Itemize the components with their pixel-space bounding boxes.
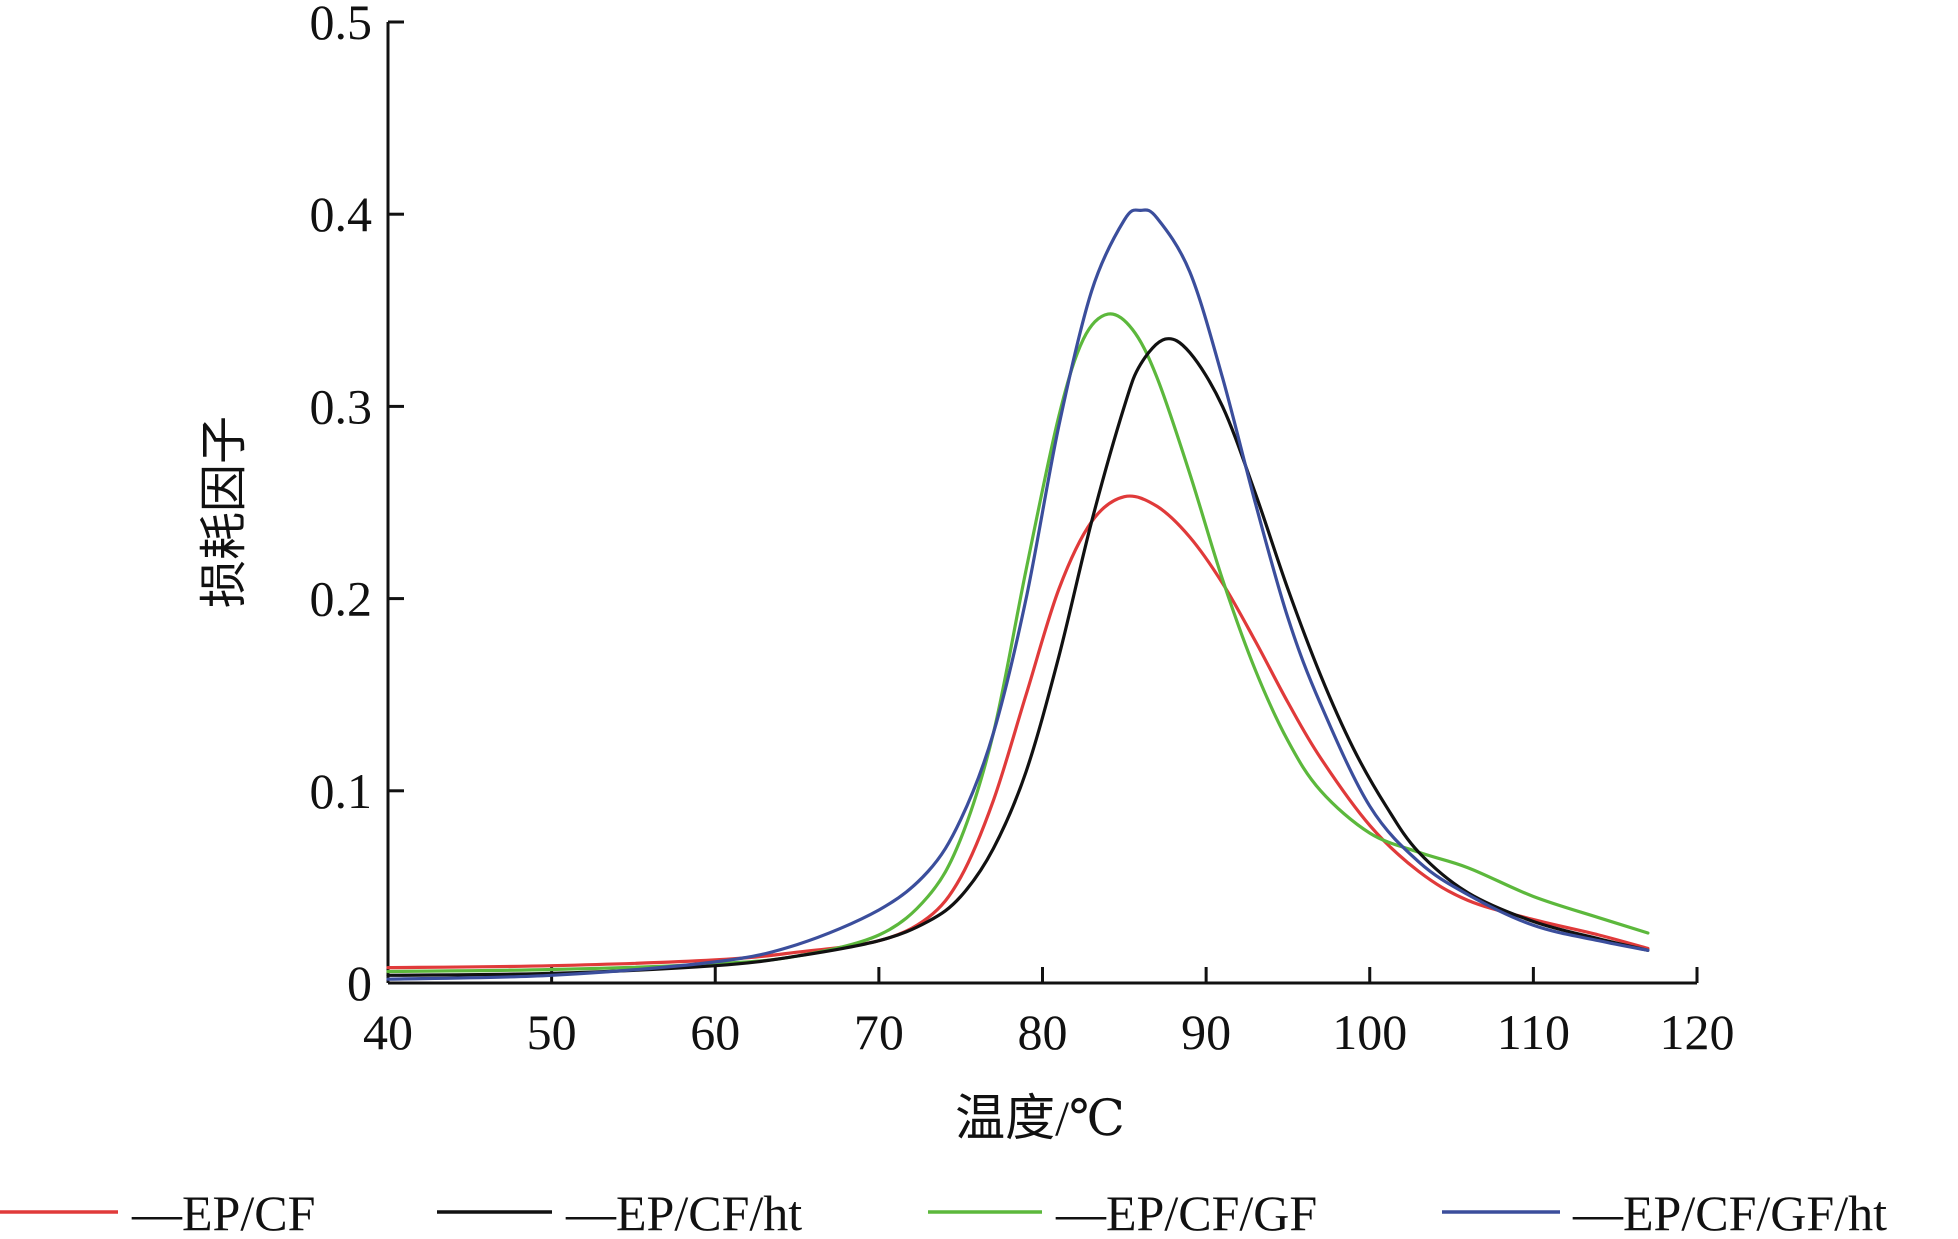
x-axis-label: 温度/℃	[955, 1090, 1125, 1146]
x-tick-label: 120	[1660, 1004, 1735, 1060]
axes	[386, 22, 1697, 985]
tick-marks: 40 50 60 70 80 90 100 110 120 0 0.1 0.2 0.3 0.4 0.5	[310, 0, 1735, 1060]
x-tick-label: 50	[527, 1004, 577, 1060]
legend-item-3: —EP/CF/GF	[928, 1185, 1317, 1239]
legend-item-4: —EP/CF/GF/ht	[1442, 1185, 1887, 1239]
y-tick-label: 0.2	[310, 571, 373, 627]
y-tick-label: 0.4	[310, 186, 373, 242]
x-tick-label: 90	[1181, 1004, 1231, 1060]
y-axis-label: 损耗因子	[198, 416, 251, 608]
legend-label: —EP/CF	[131, 1185, 315, 1239]
x-tick-label: 80	[1018, 1004, 1068, 1060]
y-tick-label: 0.1	[310, 763, 373, 819]
x-tick-label: 70	[854, 1004, 904, 1060]
series-line-4	[386, 208, 1650, 981]
x-tick-label: 40	[363, 1004, 413, 1060]
legend: —EP/CF —EP/CF/ht —EP/CF/GF —EP/CF/GF/ht	[0, 1185, 1887, 1239]
legend-item-2: —EP/CF/ht	[437, 1185, 802, 1239]
y-tick-label: 0.3	[310, 378, 373, 434]
y-tick-label: 0	[347, 955, 372, 1011]
legend-item-1: —EP/CF	[0, 1185, 315, 1239]
legend-label: —EP/CF/GF	[1055, 1185, 1317, 1239]
series-line-1	[386, 494, 1650, 970]
legend-label: —EP/CF/GF/ht	[1572, 1185, 1887, 1239]
series-line-2	[386, 337, 1650, 977]
y-tick-label: 0.5	[310, 0, 373, 50]
x-tick-label: 110	[1497, 1004, 1570, 1060]
plot-area	[386, 208, 1650, 981]
x-tick-label: 60	[690, 1004, 740, 1060]
x-tick-label: 100	[1332, 1004, 1407, 1060]
legend-label: —EP/CF/ht	[565, 1185, 802, 1239]
